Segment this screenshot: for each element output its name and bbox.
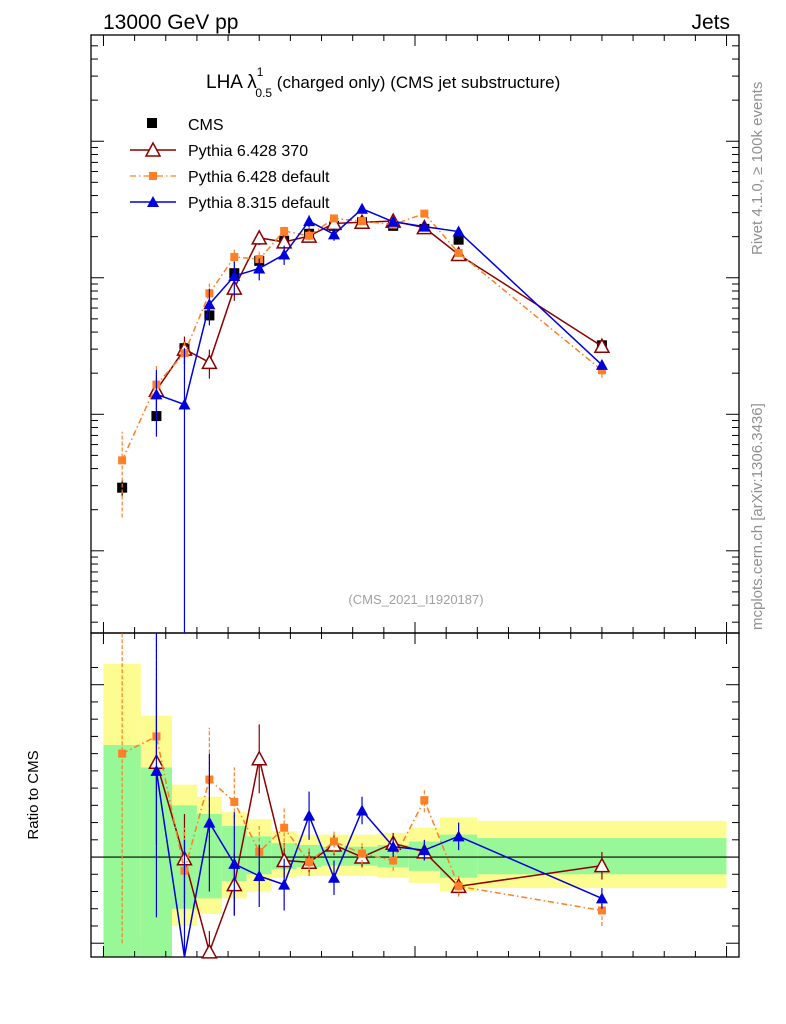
data-point-cms: [117, 482, 128, 493]
data-point-pythia-6-428-370: [593, 337, 611, 354]
chart-title: LHA λ1 0.5 (charged only) (CMS jet substr…: [206, 65, 560, 100]
ratio-point-pythia-8-315-default: [418, 844, 431, 856]
series-line-pythia-6-428-370: [155, 220, 603, 391]
legend-p6-default-label: Pythia 6.428 default: [188, 169, 330, 186]
data-point-pythia-6-428-default: [280, 227, 289, 236]
ratio-point-pythia-6-428-default: [389, 856, 398, 865]
ratio-point-pythia-6-428-default: [330, 837, 338, 846]
ratio-point-pythia-8-315-default: [356, 804, 369, 816]
ratio-point-pythia-6-428-default: [597, 906, 606, 915]
ratio-point-pythia-8-315-default: [228, 857, 241, 869]
data-point-pythia-8-315-default: [418, 220, 431, 232]
ratio-point-pythia-8-315-default: [253, 870, 266, 881]
legend-p8-label: Pythia 8.315 default: [188, 195, 330, 212]
ratio-uncertainty-bands: [103, 664, 727, 957]
data-point-pythia-8-315-default: [328, 228, 340, 240]
data-point-pythia-6-428-default: [358, 217, 367, 226]
data-point-pythia-6-428-default: [454, 248, 463, 257]
chart-title-rest: (charged only) (CMS jet substructure): [272, 73, 560, 92]
data-point-pythia-6-428-370: [250, 229, 268, 245]
ratio-point-pythia-6-428-370: [250, 750, 268, 766]
data-point-pythia-8-315-default: [452, 225, 465, 237]
data-point-pythia-6-428-default: [305, 231, 314, 240]
ratio-ylabel: Ratio to CMS: [25, 750, 42, 839]
ratio-point-pythia-8-315-default: [328, 871, 340, 883]
data-point-pythia-8-315-default: [178, 398, 191, 410]
ratio-point-pythia-8-315-default: [595, 892, 608, 904]
data-point-pythia-8-315-default: [253, 262, 266, 274]
ratio-point-pythia-6-428-default: [280, 823, 289, 832]
ratio-point-pythia-6-428-default: [420, 796, 429, 805]
ratio-line-pythia-6-428-default: [121, 735, 603, 912]
data-point-pythia-8-315-default: [595, 358, 608, 370]
ratio-point-pythia-8-315-default: [278, 878, 291, 890]
data-point-cms: [453, 234, 464, 245]
legend: CMS Pythia 6.428 370 Pythia 6.428 defaul…: [130, 117, 330, 212]
data-point-pythia-6-428-default: [330, 214, 338, 223]
data-point-pythia-8-315-default: [150, 388, 163, 400]
data-point-pythia-8-315-default: [203, 298, 216, 310]
series-line-pythia-8-315-default: [156, 207, 603, 406]
legend-cms-label: CMS: [188, 117, 224, 134]
mcplots-label: mcplots.cern.ch [arXiv:1306.3436]: [749, 403, 766, 630]
ratio-point-pythia-6-428-370: [593, 857, 611, 873]
data-point-pythia-6-428-default: [597, 366, 606, 375]
ratio-point-pythia-8-315-default: [203, 816, 216, 828]
data-point-pythia-6-428-370: [201, 353, 218, 370]
legend-p6-370-label: Pythia 6.428 370: [188, 143, 308, 160]
data-point-pythia-8-315-default: [303, 215, 316, 227]
data-point-pythia-6-428-default: [118, 456, 127, 465]
chart-title-sup: 1: [257, 65, 264, 79]
header-right: Jets: [691, 11, 730, 34]
ratio-point-pythia-6-428-370: [201, 943, 218, 959]
data-point-pythia-8-315-default: [278, 248, 291, 260]
data-point-pythia-8-315-default: [356, 202, 369, 214]
analysis-watermark: (CMS_2021_I1920187): [348, 592, 483, 607]
rivet-version-label: Rivet 4.1.0, ≥ 100k events: [749, 82, 766, 255]
legend-p8-marker: [147, 196, 159, 207]
data-point-pythia-6-428-default: [420, 209, 429, 218]
ratio-point-pythia-6-428-default: [118, 749, 127, 758]
series-line-pythia-6-428-default: [121, 212, 603, 461]
data-point-pythia-8-315-default: [228, 270, 241, 282]
legend-p6-370-marker: [144, 141, 162, 157]
legend-cms-marker: [147, 118, 157, 128]
ratio-point-pythia-6-428-default: [358, 849, 367, 858]
chart-title-main: LHA λ: [206, 72, 257, 93]
ratio-point-pythia-6-428-default: [305, 858, 314, 867]
header-left: 13000 GeV pp: [103, 11, 238, 34]
data-series: [117, 202, 611, 959]
data-point-pythia-6-428-default: [230, 252, 239, 261]
chart-title-sub: 0.5: [255, 86, 272, 100]
ratio-point-pythia-8-315-default: [150, 764, 163, 776]
ratio-point-pythia-6-428-default: [230, 797, 239, 806]
ratio-point-pythia-6-428-default: [454, 882, 463, 891]
axes-ticks: [91, 34, 739, 957]
data-point-pythia-8-315-default: [387, 215, 400, 227]
ratio-point-pythia-8-315-default: [303, 809, 316, 821]
ratio-point-pythia-8-315-default: [387, 840, 400, 852]
legend-p6-default-marker: [149, 172, 157, 180]
ratio-point-pythia-8-315-default: [452, 830, 465, 842]
